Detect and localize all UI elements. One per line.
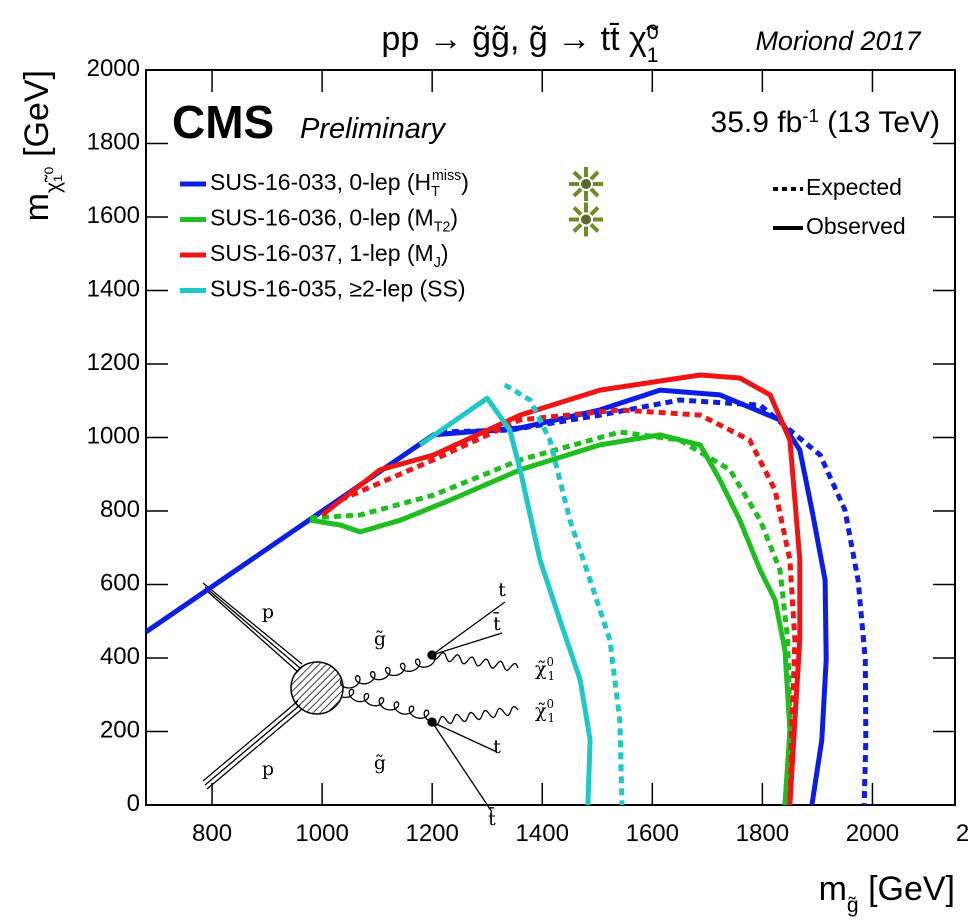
star-ray [589,187,600,198]
x-tick-label: 1600 [626,820,679,847]
legend-label: SUS-16-033, 0-lep (HTmiss) [210,168,469,200]
legend-label: SUS-16-037, 1-lep (MJ) [210,240,449,271]
gluino-lines [339,654,436,723]
experiment-label: CMS [172,96,274,148]
subtitle: Moriond 2017 [755,26,921,56]
legend-label: SUS-16-036, 0-lep (MT2) [210,205,458,236]
style-legend-label: Observed [806,213,906,239]
y-tick-label: 400 [100,643,140,670]
x-tick-label: 1800 [736,820,789,847]
diagram-label: t [493,736,501,758]
y-axis-label: mχ̃₁⁰ [GeV] [18,70,65,221]
observed-contour [418,395,593,805]
proton-line [202,582,303,673]
star-ray [589,170,600,181]
x-tick-label: 1400 [516,820,569,847]
diagram-label: g̃ [374,628,386,650]
y-tick-label: 200 [100,717,140,744]
star-center [581,179,591,189]
expected-contour [339,407,798,805]
x-tick-label: 2200 [956,820,968,847]
diagram-label: t̄ [488,806,496,830]
y-tick-label: 1600 [87,202,140,229]
diagram-label: t̄ [493,611,501,635]
vertex [427,717,437,727]
star-ray [572,187,583,198]
legend-star [569,202,603,237]
y-tick-label: 1200 [87,349,140,376]
curves [146,372,869,805]
interaction-blob [290,661,344,715]
expected-contour [439,397,869,805]
x-tick-label: 2000 [846,820,899,847]
neutralino-lines [431,652,519,727]
y-tick-label: 2000 [87,55,140,82]
star-ray [572,170,583,181]
diagram-label: χ̃0 1 [535,697,555,725]
expected-contour [309,429,793,805]
status-label: Preliminary [300,113,447,145]
vertex [427,650,437,660]
star-ray [572,206,583,216]
observed-contour [309,432,793,805]
x-tick-label: 1200 [405,820,458,847]
star-ray [572,223,583,233]
x-axis-label: mg̃ [GeV] [819,870,955,917]
diagram-label: p [262,601,274,623]
y-tick-label: 800 [100,496,140,523]
proton-line [202,700,303,790]
chart-title: pp → g̃g̃, g̃ → tt̄ χ̃0 1 [381,20,658,67]
top-lines [431,601,506,813]
legend-label: SUS-16-035, ≥2-lep (SS) [210,276,466,302]
y-tick-label: 600 [100,570,140,597]
observed-contour [320,372,803,805]
star-center [581,214,591,225]
y-tick-label: 0 [127,790,140,817]
legend-star [569,167,603,201]
y-tick-label: 1400 [87,276,140,303]
star-ray [589,206,600,216]
diagram-label: g̃ [374,752,386,774]
y-tick-label: 1800 [87,129,140,156]
style-legend-label: Expected [806,174,902,200]
x-tick-label: 1000 [295,820,348,847]
x-tick-label: 800 [192,820,232,847]
y-tick-label: 1000 [87,423,140,450]
expected-contour [503,382,625,805]
star-ray [589,223,600,233]
diagram-label: χ̃0 1 [535,655,555,683]
luminosity-label: 35.9 fb-1 (13 TeV) [711,105,940,140]
feynman-diagram [202,582,519,813]
diagram-label: t [498,579,506,601]
diagram-label: p [262,758,274,780]
